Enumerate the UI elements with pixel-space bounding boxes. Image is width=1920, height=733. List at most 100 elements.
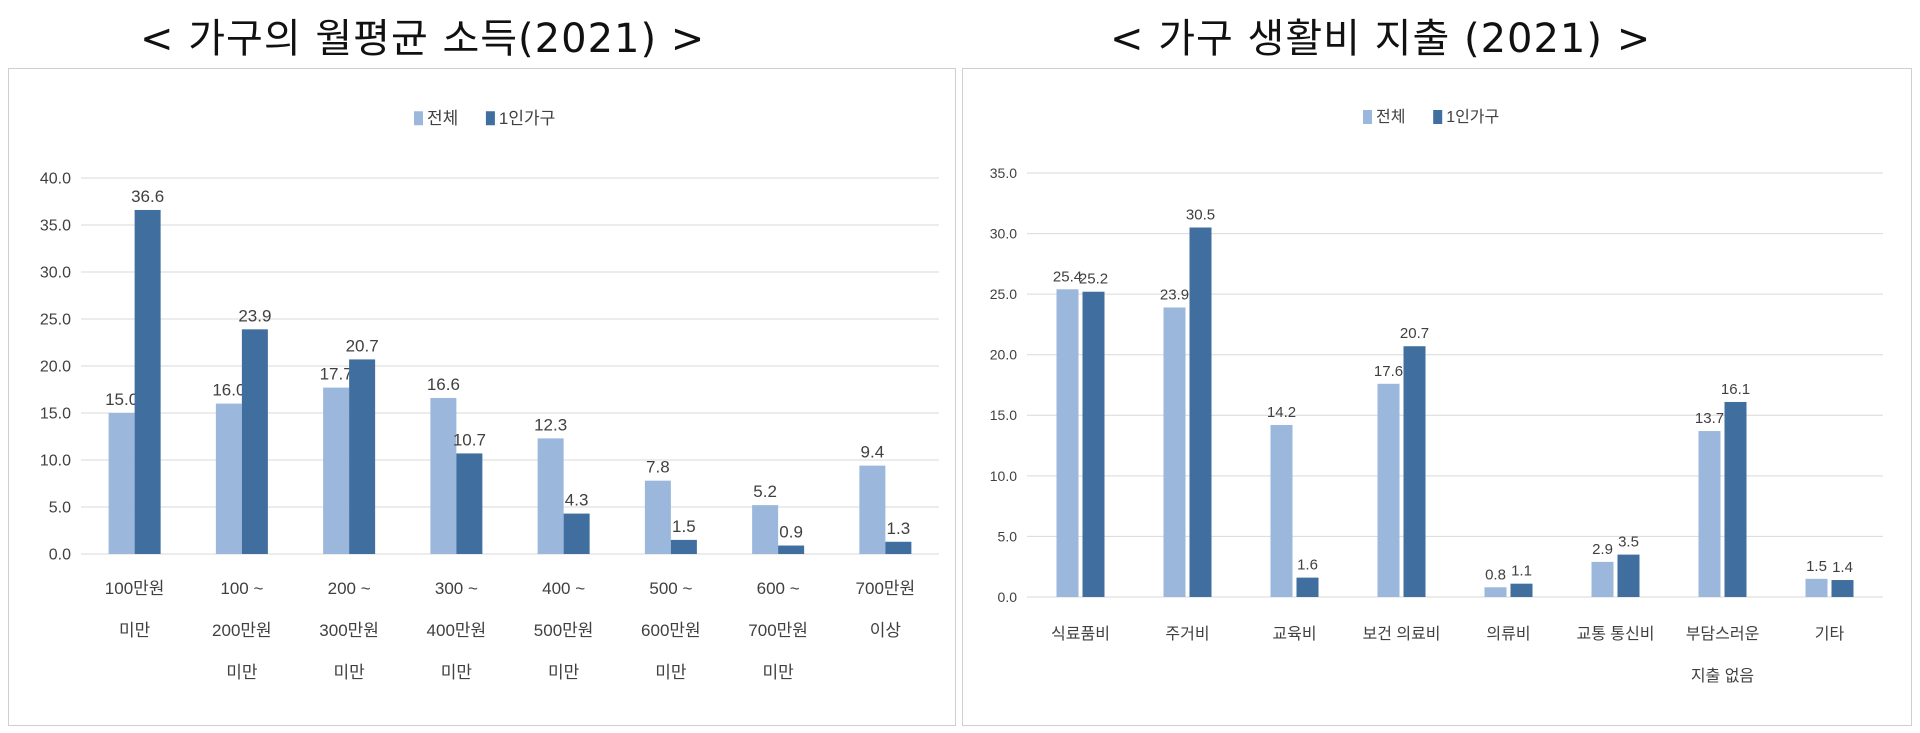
category-label: 식료품비 bbox=[1051, 625, 1110, 643]
category-label: 500 ~ bbox=[649, 579, 692, 598]
y-tick-label: 0.0 bbox=[998, 589, 1018, 605]
bar bbox=[1403, 346, 1426, 597]
y-tick-label: 20.0 bbox=[990, 347, 1017, 363]
data-label: 4.3 bbox=[565, 491, 589, 510]
data-label: 5.2 bbox=[753, 482, 777, 501]
data-label: 12.3 bbox=[534, 415, 567, 434]
y-tick-label: 10.0 bbox=[40, 453, 71, 470]
data-label: 17.6 bbox=[1374, 363, 1403, 380]
bar bbox=[1510, 583, 1533, 597]
bar bbox=[537, 438, 564, 554]
category-label: 미만 bbox=[226, 663, 258, 682]
data-label: 13.7 bbox=[1695, 410, 1724, 427]
bar bbox=[323, 387, 350, 554]
category-label: 미만 bbox=[762, 663, 794, 682]
category-label: 700만원 bbox=[856, 579, 916, 598]
income-chart-panel: 0.0 5.0 10.0 15.0 20.0 25.0 30.0 35.0 40.0 전체 1인가구… bbox=[8, 68, 956, 726]
bar bbox=[1724, 401, 1747, 597]
category-label: 300 ~ bbox=[435, 579, 478, 598]
category-label: 400만원 bbox=[427, 621, 487, 640]
category-label: 미만 bbox=[548, 663, 580, 682]
bar bbox=[1056, 289, 1079, 597]
data-label: 17.7 bbox=[320, 365, 353, 384]
data-label: 36.6 bbox=[131, 187, 164, 206]
bar bbox=[670, 539, 697, 554]
bar bbox=[1805, 578, 1828, 597]
bar bbox=[859, 465, 886, 554]
bar bbox=[108, 413, 135, 554]
data-label: 1.6 bbox=[1297, 557, 1318, 574]
bar bbox=[349, 359, 376, 554]
y-tick-label: 10.0 bbox=[990, 468, 1017, 484]
bar bbox=[1698, 431, 1721, 597]
bar bbox=[430, 397, 457, 554]
category-label: 교통 통신비 bbox=[1576, 625, 1654, 643]
bar bbox=[1270, 424, 1293, 597]
legend-label: 1인가구 bbox=[499, 109, 555, 128]
data-label: 1.5 bbox=[672, 517, 696, 536]
category-label: 100 ~ bbox=[220, 579, 263, 598]
y-tick-label: 25.0 bbox=[40, 312, 71, 329]
category-label: 미만 bbox=[655, 663, 687, 682]
category-label: 주거비 bbox=[1165, 625, 1209, 643]
data-label: 23.9 bbox=[1160, 286, 1189, 303]
data-label: 14.2 bbox=[1267, 404, 1296, 421]
income-chart: 0.0 5.0 10.0 15.0 20.0 25.0 30.0 35.0 40.0 전체 1인가구… bbox=[40, 109, 939, 682]
data-label: 30.5 bbox=[1186, 207, 1215, 224]
category-label: 미만 bbox=[441, 663, 473, 682]
bar bbox=[563, 513, 590, 554]
legend-label: 전체 bbox=[1376, 108, 1405, 126]
right-chart-title: < 가구 생활비 지출 (2021) > bbox=[1110, 16, 1652, 62]
legend-label: 전체 bbox=[427, 109, 458, 128]
data-label: 16.6 bbox=[427, 375, 460, 394]
data-label: 20.7 bbox=[346, 336, 379, 355]
data-label: 15.0 bbox=[105, 390, 138, 409]
bar bbox=[1296, 577, 1319, 597]
category-label: 200 ~ bbox=[328, 579, 371, 598]
category-label: 300만원 bbox=[319, 621, 379, 640]
category-label: 지출 없음 bbox=[1691, 667, 1754, 685]
y-tick-label: 5.0 bbox=[49, 500, 71, 517]
data-label: 1.4 bbox=[1832, 559, 1853, 576]
bar bbox=[1831, 580, 1854, 597]
data-label: 3.5 bbox=[1618, 534, 1639, 551]
legend-swatch bbox=[1363, 110, 1372, 124]
left-chart-title: < 가구의 월평균 소득(2021) > bbox=[140, 16, 706, 62]
data-label: 1.5 bbox=[1806, 558, 1827, 575]
category-label: 의류비 bbox=[1486, 625, 1530, 643]
y-tick-label: 25.0 bbox=[990, 286, 1017, 302]
legend-swatch bbox=[485, 111, 495, 126]
y-tick-label: 30.0 bbox=[990, 225, 1017, 241]
y-tick-label: 30.0 bbox=[40, 265, 71, 282]
legend-swatch bbox=[1433, 110, 1443, 124]
expense-chart: 0.0 5.0 10.0 15.0 20.0 25.0 30.0 35.0 전체 1인가구 25.4… bbox=[990, 108, 1883, 685]
data-label: 23.9 bbox=[238, 306, 271, 325]
data-label: 2.9 bbox=[1592, 541, 1613, 558]
category-label: 보건 의료비 bbox=[1362, 625, 1440, 643]
category-label: 교육비 bbox=[1272, 625, 1316, 643]
bar bbox=[644, 480, 671, 554]
bar bbox=[456, 453, 483, 554]
bar bbox=[1617, 554, 1640, 597]
bar bbox=[241, 329, 268, 554]
y-tick-label: 35.0 bbox=[990, 165, 1017, 181]
category-label: 600 ~ bbox=[757, 579, 800, 598]
category-label: 200만원 bbox=[212, 621, 272, 640]
category-label: 100만원 bbox=[105, 579, 165, 598]
category-label: 이상 bbox=[870, 621, 902, 640]
category-label: 600만원 bbox=[641, 621, 701, 640]
bar bbox=[1484, 587, 1507, 597]
y-tick-label: 20.0 bbox=[40, 359, 71, 376]
data-label: 7.8 bbox=[646, 458, 670, 477]
bar bbox=[1189, 227, 1212, 597]
category-label: 미만 bbox=[119, 621, 151, 640]
y-tick-label: 40.0 bbox=[40, 171, 71, 188]
y-tick-label: 5.0 bbox=[998, 528, 1018, 544]
bar bbox=[1082, 291, 1105, 597]
data-label: 25.2 bbox=[1079, 271, 1108, 288]
bar bbox=[215, 403, 242, 554]
bar bbox=[1163, 307, 1186, 597]
data-label: 9.4 bbox=[861, 443, 885, 462]
bar bbox=[134, 209, 161, 554]
category-label: 부담스러운 bbox=[1686, 625, 1760, 643]
